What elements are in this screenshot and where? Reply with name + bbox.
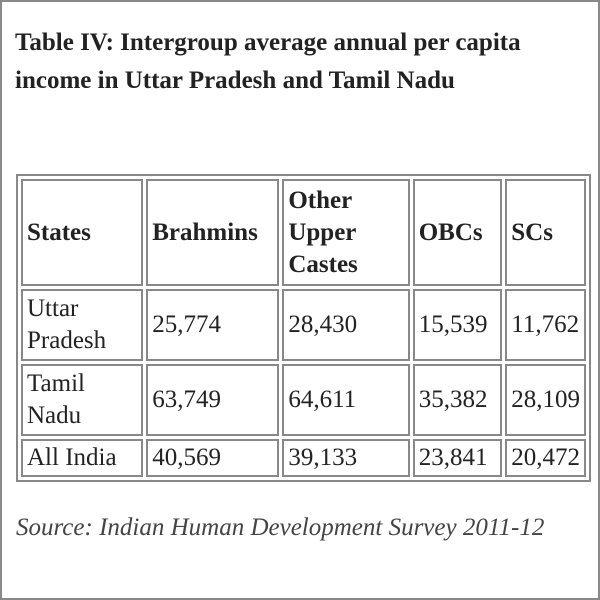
value-cell: 40,569 bbox=[146, 439, 280, 477]
table-row: All India 40,569 39,133 23,841 20,472 bbox=[21, 439, 586, 477]
data-table: States Brahmins Other Upper Castes OBCs … bbox=[16, 174, 591, 482]
header-cell: SCs bbox=[505, 179, 586, 286]
value-cell: 64,611 bbox=[282, 364, 410, 436]
value-cell: 15,539 bbox=[412, 289, 503, 361]
row-label: All India bbox=[21, 439, 144, 477]
value-cell: 23,841 bbox=[412, 439, 503, 477]
value-cell: 25,774 bbox=[146, 289, 280, 361]
source-note: Source: Indian Human Development Survey … bbox=[16, 514, 545, 541]
row-label: Tamil Nadu bbox=[21, 364, 144, 436]
header-cell: Brahmins bbox=[146, 179, 280, 286]
value-cell: 63,749 bbox=[146, 364, 280, 436]
value-cell: 39,133 bbox=[282, 439, 410, 477]
table-body: Uttar Pradesh 25,774 28,430 15,539 11,762 Tam… bbox=[21, 289, 586, 477]
value-cell: 28,109 bbox=[505, 364, 586, 436]
table-row: Tamil Nadu 63,749 64,611 35,382 28,109 bbox=[21, 364, 586, 436]
value-cell: 20,472 bbox=[505, 439, 586, 477]
table-header: States Brahmins Other Upper Castes OBCs … bbox=[21, 179, 586, 286]
row-label: Uttar Pradesh bbox=[21, 289, 144, 361]
header-row: States Brahmins Other Upper Castes OBCs … bbox=[21, 179, 586, 286]
table-title: Table IV: Intergroup average annual per … bbox=[15, 29, 521, 94]
header-cell: Other Upper Castes bbox=[282, 179, 410, 286]
header-cell: OBCs bbox=[412, 179, 503, 286]
header-cell: States bbox=[21, 179, 144, 286]
value-cell: 11,762 bbox=[505, 289, 586, 361]
value-cell: 35,382 bbox=[412, 364, 503, 436]
table-row: Uttar Pradesh 25,774 28,430 15,539 11,762 bbox=[21, 289, 586, 361]
value-cell: 28,430 bbox=[282, 289, 410, 361]
